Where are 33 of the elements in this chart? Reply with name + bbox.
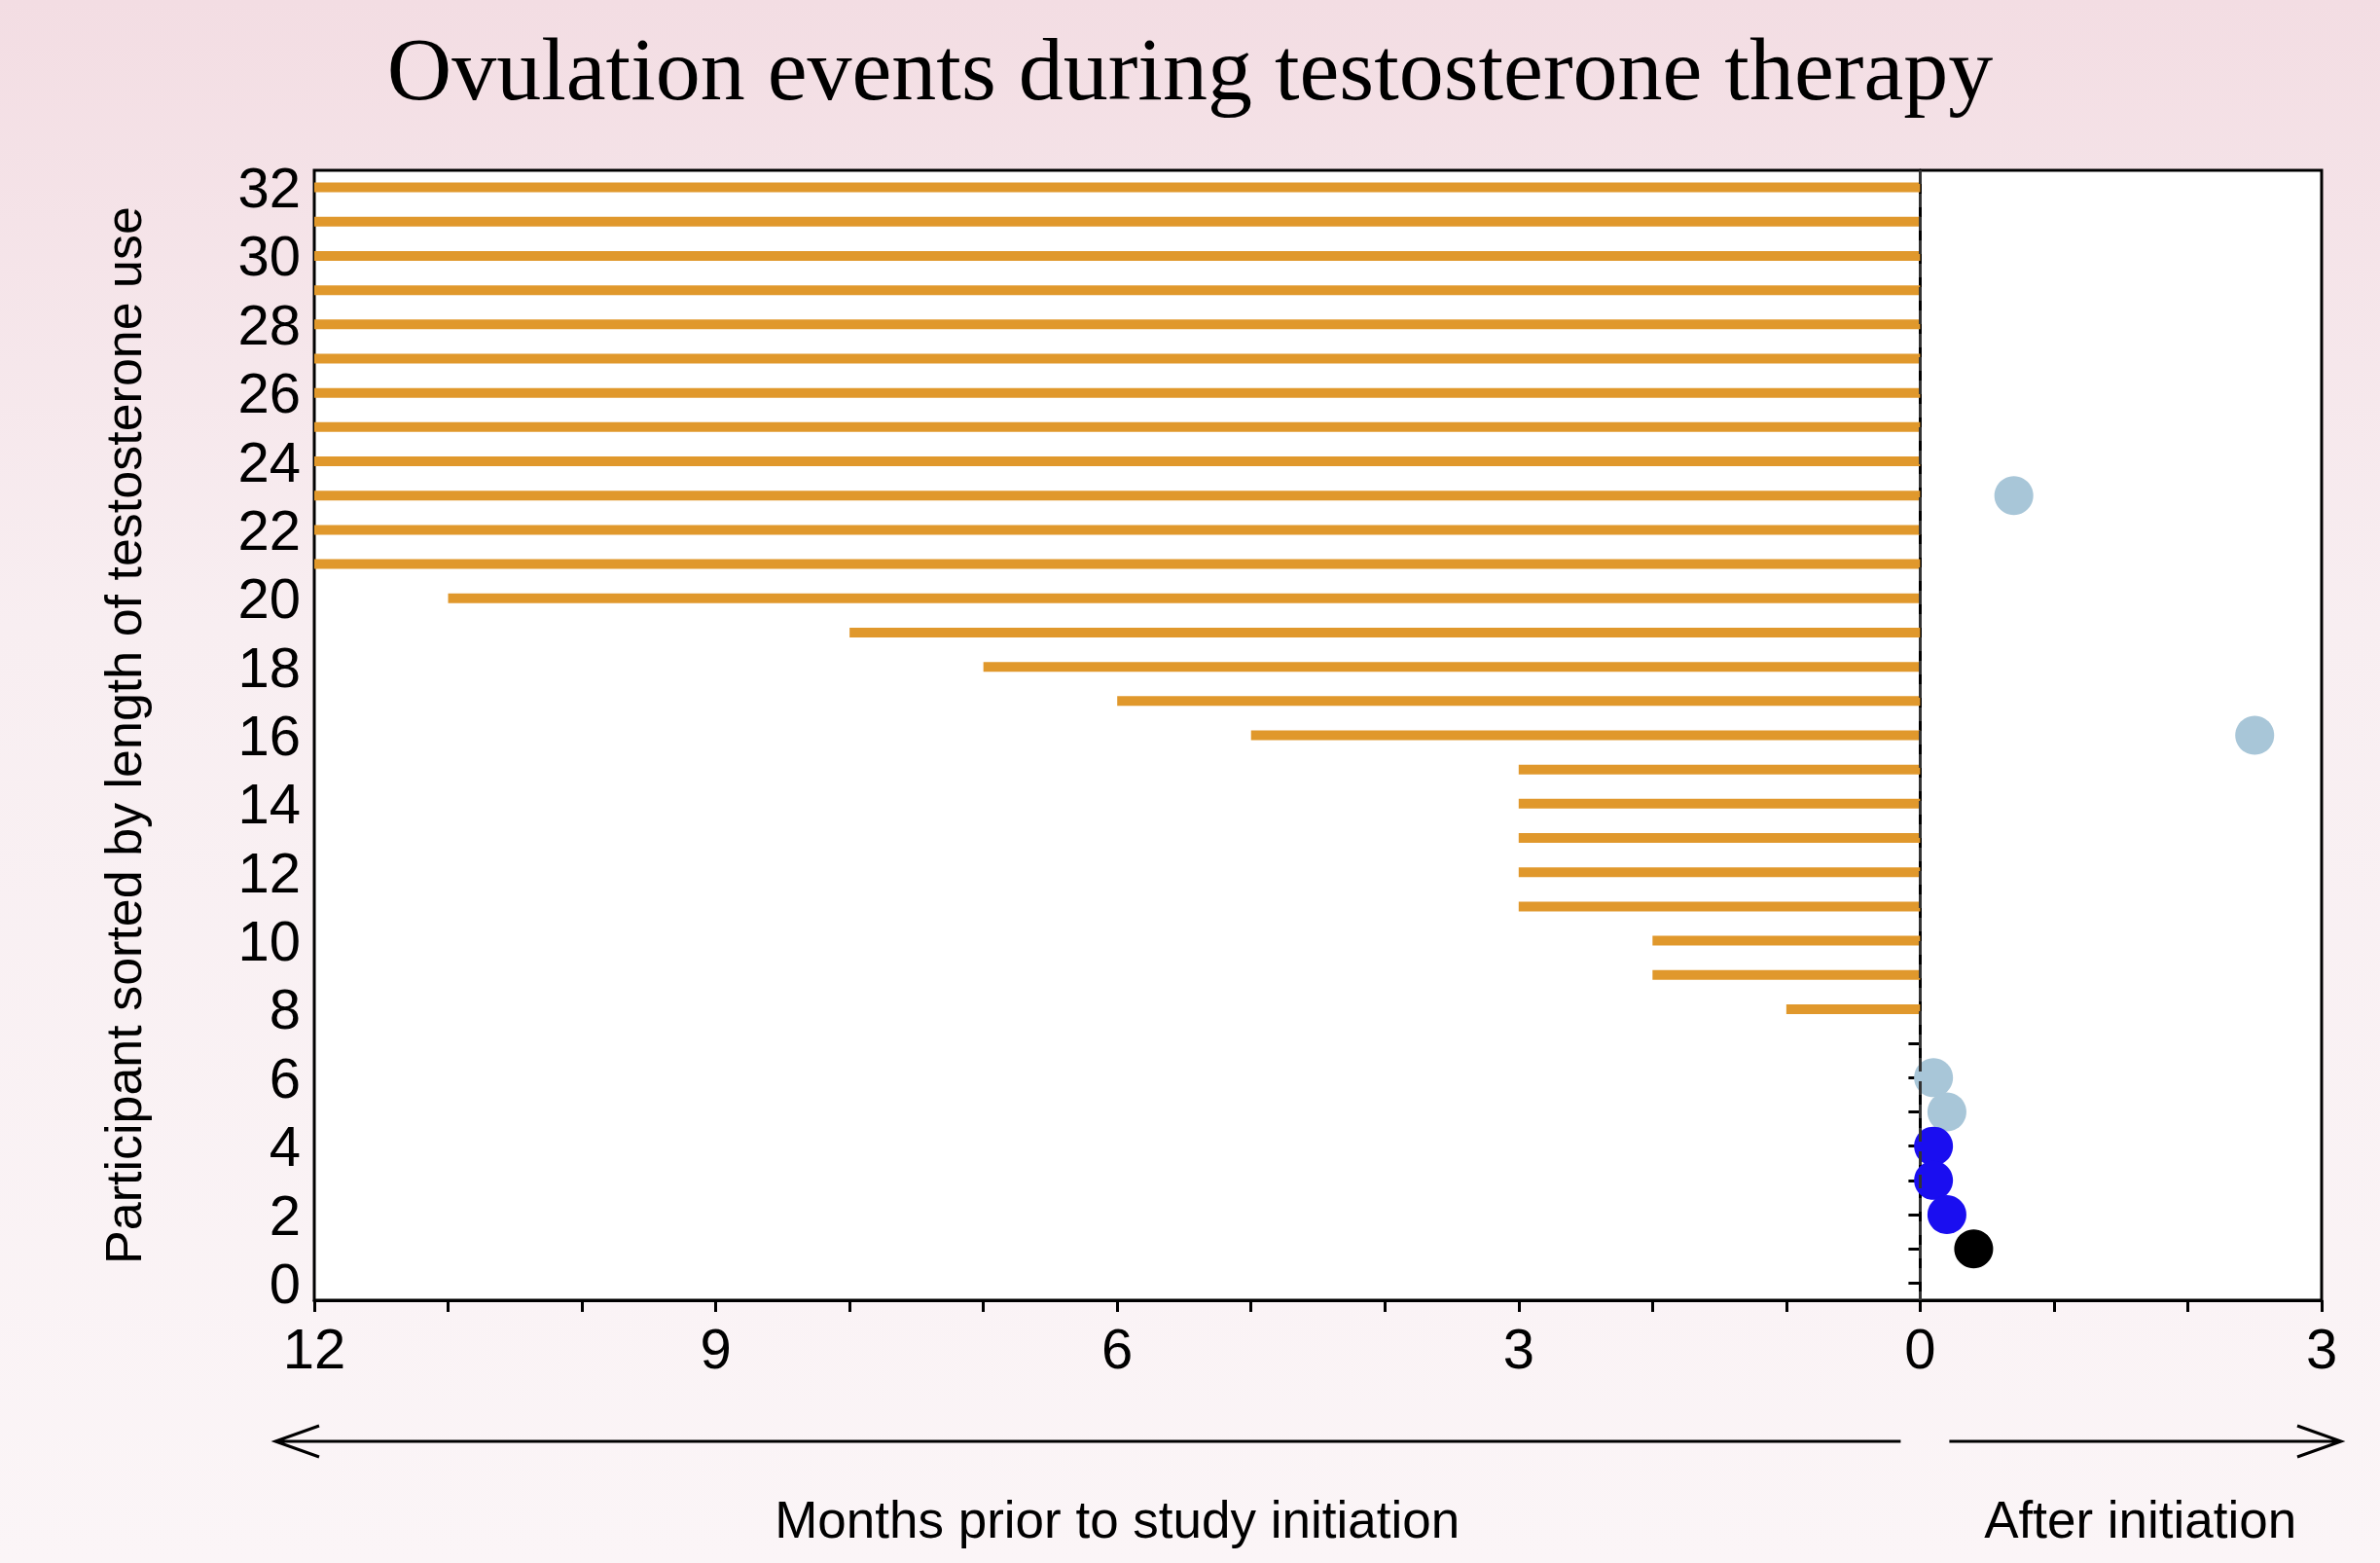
y-tick-label: 16 bbox=[237, 704, 301, 767]
y-tick-label: 4 bbox=[269, 1114, 301, 1179]
y-tick-label: 2 bbox=[269, 1182, 301, 1247]
text: After initiation bbox=[1984, 1490, 2297, 1548]
y-tick-label: 6 bbox=[269, 1045, 301, 1109]
chart-title: Ovulation events during testosterone therapy bbox=[385, 18, 1995, 121]
x-tick-label: 6 bbox=[1101, 1316, 1134, 1380]
point bbox=[1927, 1092, 1966, 1132]
point bbox=[1927, 1195, 1966, 1235]
y-tick-label: 22 bbox=[237, 497, 301, 562]
x-tick-label: 3 bbox=[2305, 1316, 2338, 1380]
x-axis-title: Months prior to study initiation bbox=[775, 1490, 1460, 1548]
y-axis-title: Participant sorted by length of testosterone use bbox=[95, 206, 152, 1264]
y-tick-label: 14 bbox=[237, 772, 301, 836]
y-tick-label: 20 bbox=[237, 566, 301, 631]
y-tick-label: 26 bbox=[237, 361, 301, 425]
y-tick-label: 18 bbox=[237, 635, 301, 699]
point bbox=[2235, 715, 2275, 755]
x-tick-label: 3 bbox=[1502, 1316, 1534, 1380]
x-tick-label: 9 bbox=[700, 1316, 732, 1380]
point bbox=[1994, 476, 2034, 516]
y-tick-label: 12 bbox=[237, 840, 301, 904]
y-tick-label: 28 bbox=[237, 292, 301, 356]
y-tick-label: 10 bbox=[237, 909, 301, 973]
point bbox=[1914, 1160, 1954, 1200]
x-tick-label: 0 bbox=[1904, 1316, 1936, 1380]
y-tick-label: 24 bbox=[237, 429, 301, 493]
point bbox=[1914, 1058, 1954, 1098]
y-tick-label: 8 bbox=[269, 977, 301, 1041]
y-tick-label: 0 bbox=[269, 1251, 301, 1315]
y-tick-label: 32 bbox=[237, 156, 301, 220]
point bbox=[1954, 1229, 1994, 1269]
y-tick-label: 30 bbox=[237, 224, 301, 288]
